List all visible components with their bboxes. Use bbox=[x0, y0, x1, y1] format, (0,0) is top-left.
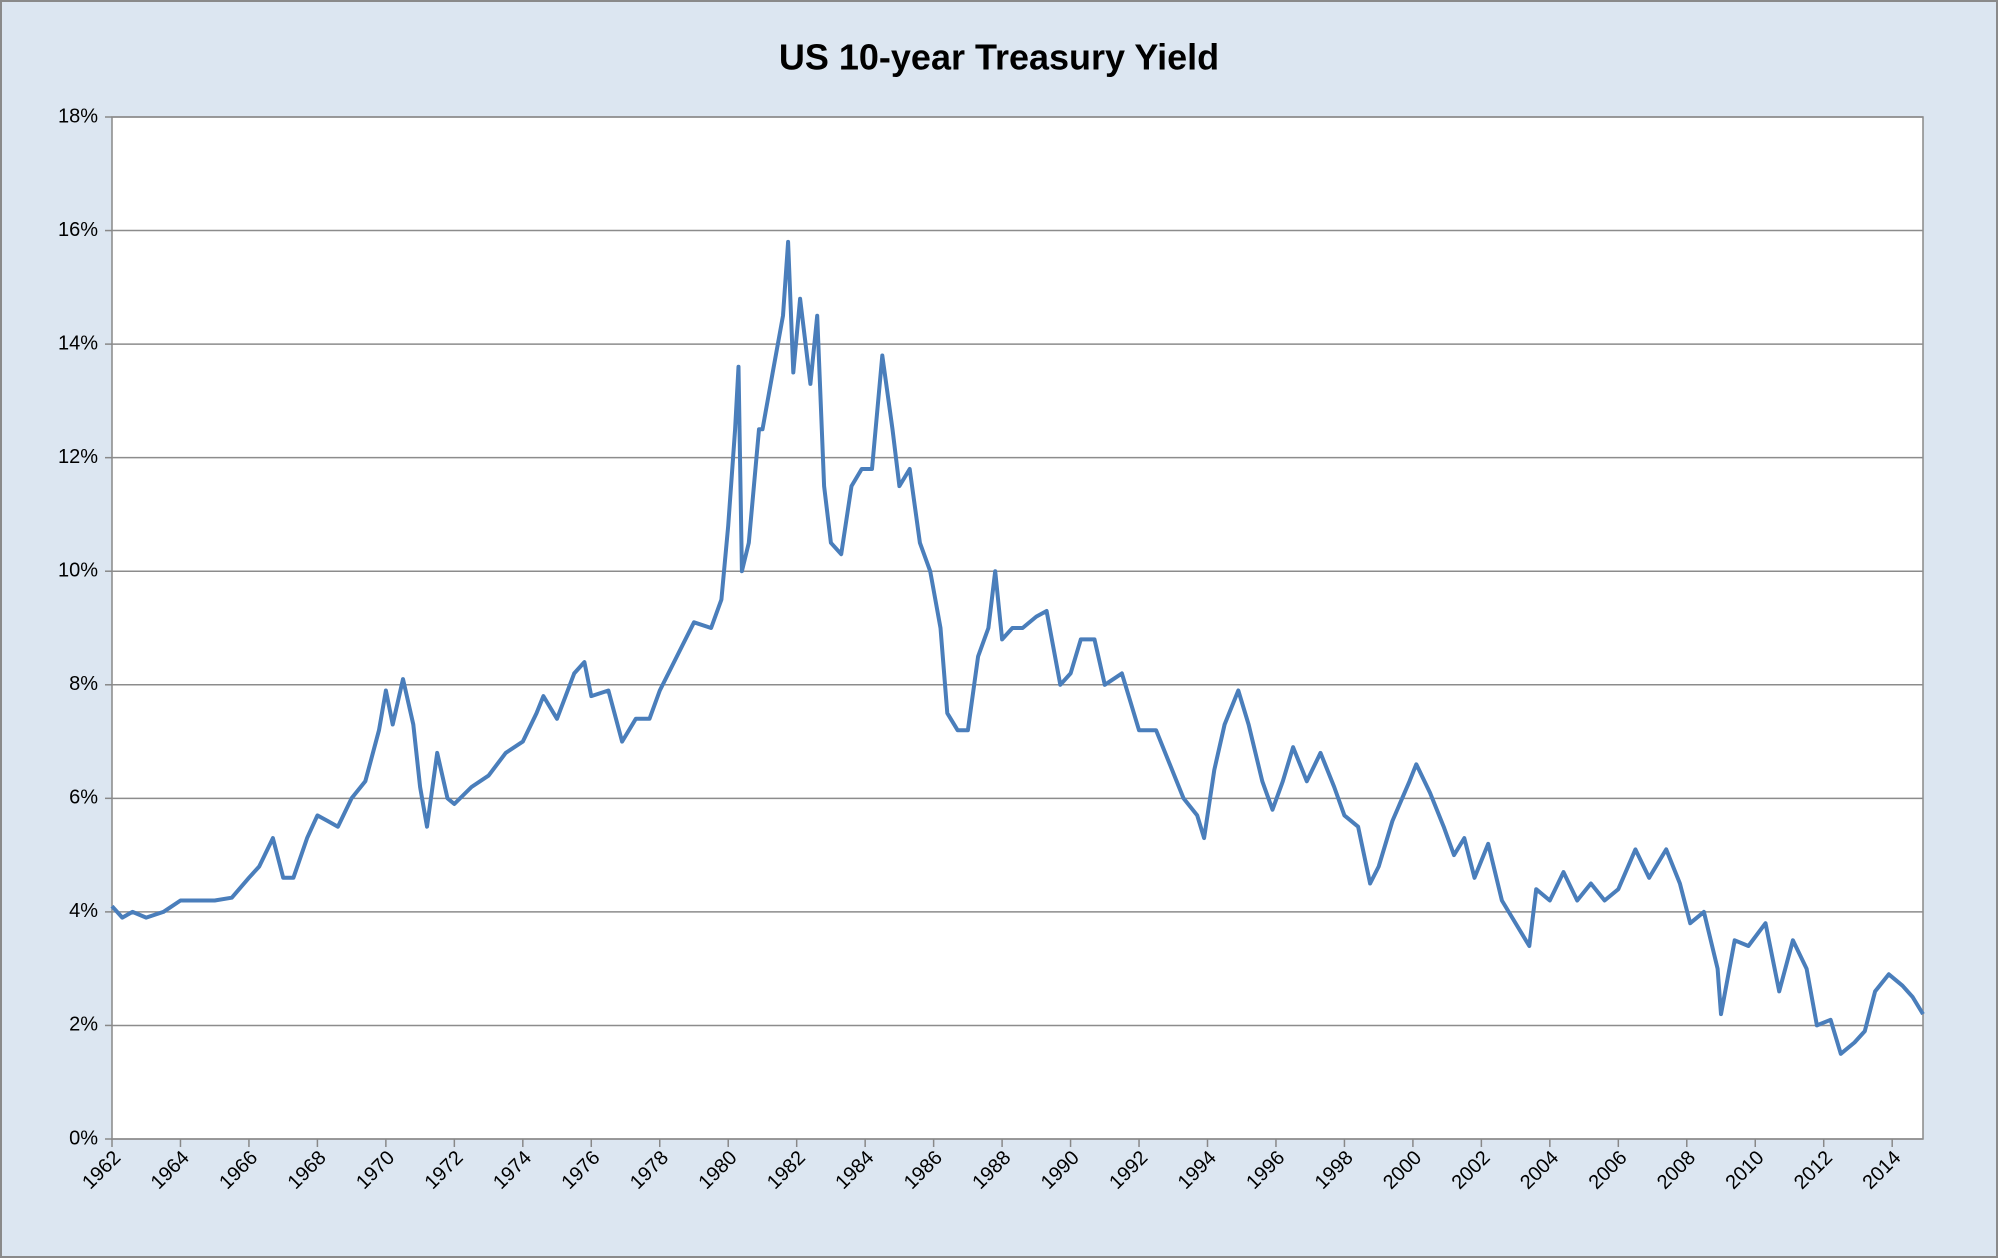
y-tick-label: 10% bbox=[58, 560, 98, 582]
y-tick-label: 16% bbox=[58, 219, 98, 241]
y-tick-label: 2% bbox=[69, 1014, 98, 1036]
y-tick-label: 6% bbox=[69, 787, 98, 809]
y-tick-label: 8% bbox=[69, 673, 98, 695]
y-tick-label: 4% bbox=[69, 900, 98, 922]
chart-title: US 10-year Treasury Yield bbox=[779, 37, 1219, 78]
y-tick-label: 18% bbox=[58, 105, 98, 127]
y-tick-label: 0% bbox=[69, 1127, 98, 1149]
y-tick-label: 14% bbox=[58, 332, 98, 354]
line-series bbox=[110, 239, 1925, 1056]
y-tick-label: 12% bbox=[58, 446, 98, 468]
